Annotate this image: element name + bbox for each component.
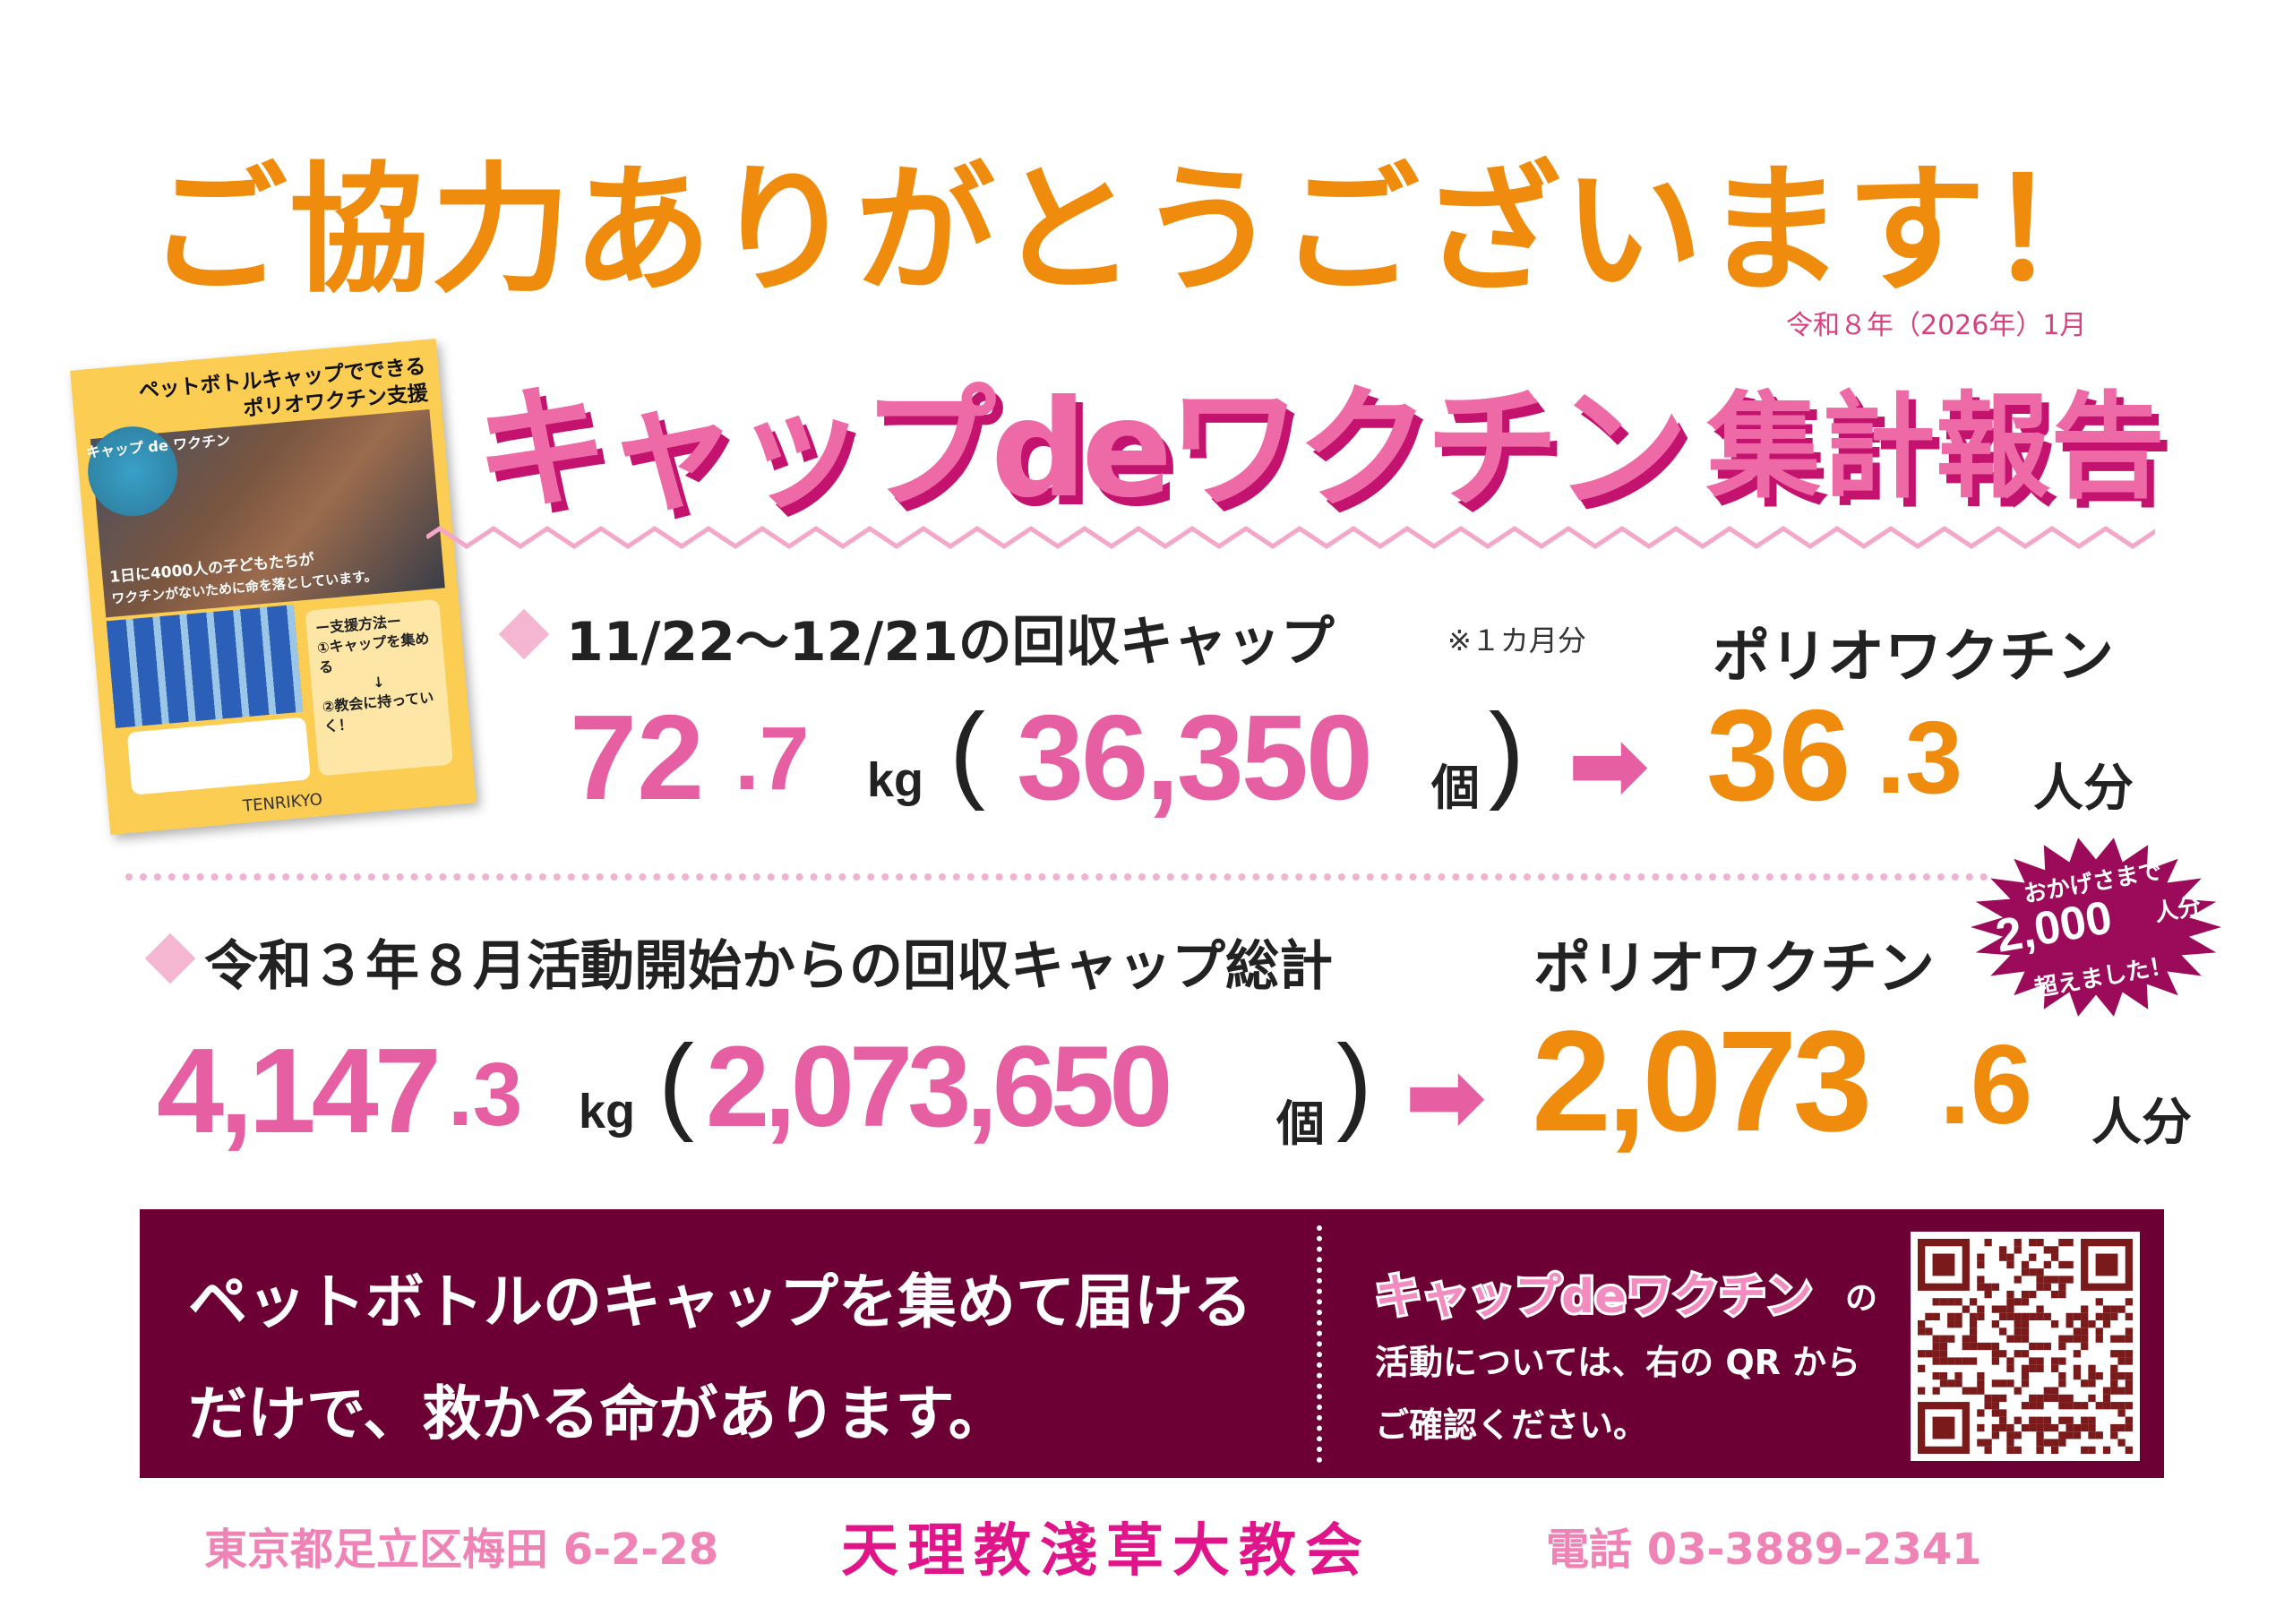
total-weight-int: 4,147 bbox=[157, 1023, 442, 1158]
children-photo: キャップ de ワクチン 1日に4000人の子どもたちが ワクチンがないために命… bbox=[84, 409, 445, 618]
monthly-doses-unit: 人分 bbox=[2033, 760, 2134, 818]
banner-line2: だけで、救かる命があります。 bbox=[188, 1379, 1008, 1448]
paren-open: ( bbox=[949, 692, 985, 812]
banner-right-line2: 活動については、右の QR から bbox=[1375, 1343, 1861, 1382]
footer-address: 東京都足立区梅田 6-2-28 bbox=[204, 1525, 719, 1575]
report-heading: 集計報告 bbox=[1702, 376, 2169, 519]
thank-you-title: ご協力ありがとうございます！ bbox=[148, 149, 2129, 312]
campaign-heading: キャップdeワクチン bbox=[470, 367, 1693, 532]
monthly-weight-int: 72 bbox=[570, 690, 705, 825]
poster-image: ペットボトルキャップでできる ポリオワクチン支援 キャップ de ワクチン 1日… bbox=[70, 339, 477, 835]
diamond-bullet-icon bbox=[498, 608, 550, 660]
qr-code[interactable] bbox=[1911, 1232, 2140, 1461]
arrow-right-icon: ➡ bbox=[1404, 1039, 1488, 1154]
monthly-doses-int: 36 bbox=[1706, 683, 1851, 828]
monthly-note: ※１カ月分 bbox=[1447, 623, 1586, 657]
poster-steps: ー支援方法ー ①キャップを集める ↓ ②教会に持っていく！ bbox=[305, 598, 454, 777]
message-banner bbox=[140, 1209, 2164, 1478]
dotted-divider bbox=[125, 873, 1988, 881]
monthly-vaccine-label: ポリオワクチン bbox=[1713, 624, 2114, 691]
monthly-weight-dec: .7 bbox=[734, 709, 810, 809]
diamond-bullet-icon bbox=[144, 932, 196, 984]
banner-divider bbox=[1317, 1225, 1322, 1463]
total-doses-unit: 人分 bbox=[2091, 1094, 2192, 1152]
paren-close: ) bbox=[1336, 1023, 1372, 1143]
monthly-label: 11/22～12/21の回収キャップ bbox=[566, 611, 1335, 674]
monthly-doses-dec: .3 bbox=[1876, 700, 1962, 815]
arrow-right-icon: ➡ bbox=[1567, 708, 1651, 822]
starburst-badge bbox=[1971, 838, 2221, 1017]
monthly-weight-unit: kg bbox=[867, 753, 924, 807]
banner-right-line3: ご確認ください。 bbox=[1375, 1405, 1648, 1445]
banner-campaign-logo: キャップdeワクチン bbox=[1372, 1267, 1815, 1327]
banner-right-suffix: の bbox=[1845, 1280, 1878, 1317]
banner-line1: ペットボトルのキャップを集めて届ける bbox=[188, 1267, 1252, 1336]
footer-phone: 電話 03-3889-2341 bbox=[1546, 1525, 1982, 1575]
total-doses-dec: .6 bbox=[1939, 1023, 2033, 1147]
total-count-unit: 個 bbox=[1276, 1096, 1325, 1152]
poster-brand: TENRIKYO bbox=[242, 790, 323, 816]
total-label: 令和３年８月活動開始からの回収キャップ総計 bbox=[204, 935, 1333, 998]
monthly-count: 36,350 bbox=[1017, 690, 1373, 825]
bottle-caps-photo bbox=[106, 605, 304, 728]
total-doses-int: 2,073 bbox=[1532, 1001, 1872, 1161]
date-label: 令和８年（2026年）1月 bbox=[1786, 310, 2087, 341]
footer-church-name: 天理教淺草大教会 bbox=[841, 1518, 1371, 1585]
paren-open: ( bbox=[658, 1023, 694, 1143]
poster-logo: キャップ de ワクチン bbox=[84, 423, 231, 520]
total-weight-dec: .3 bbox=[448, 1044, 523, 1145]
monthly-count-unit: 個 bbox=[1431, 760, 1480, 816]
total-weight-unit: kg bbox=[579, 1085, 636, 1139]
paren-close: ) bbox=[1489, 692, 1524, 812]
total-count: 2,073,650 bbox=[706, 1023, 1172, 1151]
poster-blank-box bbox=[126, 717, 311, 795]
wavy-divider bbox=[426, 525, 2155, 550]
total-vaccine-label: ポリオワクチン bbox=[1533, 936, 1935, 1002]
